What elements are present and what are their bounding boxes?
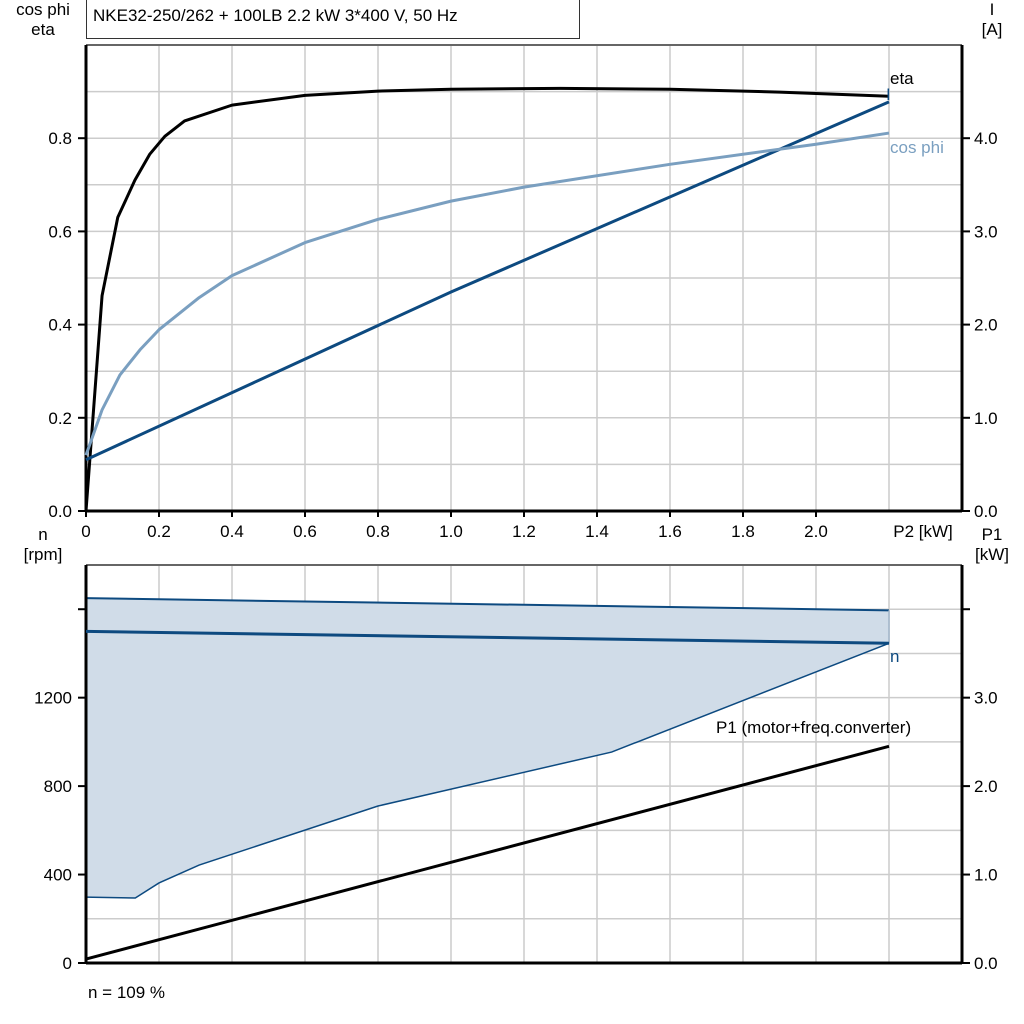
x-tick-label: 2.0	[804, 522, 828, 541]
y-axis-title-left: n	[38, 525, 47, 544]
y-axis-title-right: P1	[982, 525, 1003, 544]
x-tick-label: 1.6	[658, 522, 682, 541]
y-tick-label-left: 0.6	[48, 222, 72, 241]
x-tick-label: 1.2	[512, 522, 536, 541]
y-tick-label-left: 800	[44, 777, 72, 796]
y-tick-label-left: 0	[63, 954, 72, 973]
y-tick-label-left: 0.2	[48, 409, 72, 428]
y-tick-label-right: 2.0	[974, 777, 998, 796]
x-tick-label: 0.6	[293, 522, 317, 541]
x-axis-label: P2 [kW]	[893, 522, 953, 541]
y-axis-title-left: eta	[31, 20, 55, 39]
series-line-cos-phi	[84, 131, 890, 456]
current-curve-label: I	[886, 85, 891, 104]
y-tick-label-right: 3.0	[974, 689, 998, 708]
speed-footer: n = 109 %	[88, 983, 166, 1002]
y-tick-label-right: 1.0	[974, 409, 998, 428]
n-max-line	[85, 597, 890, 612]
x-tick-label: 1.8	[731, 522, 755, 541]
y-axis-title-right: [kW]	[975, 545, 1009, 564]
cos-phi-curve-label: cos phi	[890, 138, 944, 157]
chart-title: NKE32-250/262 + 100LB 2.2 kW 3*400 V, 50…	[86, 0, 580, 39]
n-range-area	[86, 598, 889, 898]
y-tick-label-right: 4.0	[974, 129, 998, 148]
x-tick-label: 0.8	[366, 522, 390, 541]
series-line-eta	[84, 86, 890, 512]
y-tick-label-left: 400	[44, 866, 72, 885]
x-tick-label: 0.4	[220, 522, 244, 541]
y-tick-label-right: 3.0	[974, 222, 998, 241]
y-tick-label-left: 0.4	[48, 316, 72, 335]
n-curve-label: n	[890, 647, 899, 666]
y-tick-label-left: 1200	[34, 689, 72, 708]
y-tick-label-left: 0.0	[48, 502, 72, 521]
series-line-n	[85, 629, 890, 645]
y-axis-title-right: I	[990, 0, 995, 19]
x-tick-label: 1.0	[439, 522, 463, 541]
y-tick-label-right: 1.0	[974, 866, 998, 885]
y-tick-label-right: 0.0	[974, 954, 998, 973]
y-tick-label-left: 0.8	[48, 129, 72, 148]
y-axis-title-left: cos phi	[16, 0, 70, 19]
x-tick-label: 1.4	[585, 522, 609, 541]
y-tick-label-right: 0.0	[974, 502, 998, 521]
y-axis-title-right: [A]	[982, 20, 1003, 39]
eta-curve-label: eta	[890, 69, 914, 88]
x-tick-label: 0	[81, 522, 90, 541]
n-min-line	[85, 642, 890, 899]
p1-curve-label: P1 (motor+freq.converter)	[716, 718, 911, 737]
y-axis-title-left: [rpm]	[24, 545, 63, 564]
series-line-p1	[85, 744, 890, 961]
series-line-i	[85, 100, 890, 462]
x-tick-label: 0.2	[147, 522, 171, 541]
y-tick-label-right: 2.0	[974, 316, 998, 335]
